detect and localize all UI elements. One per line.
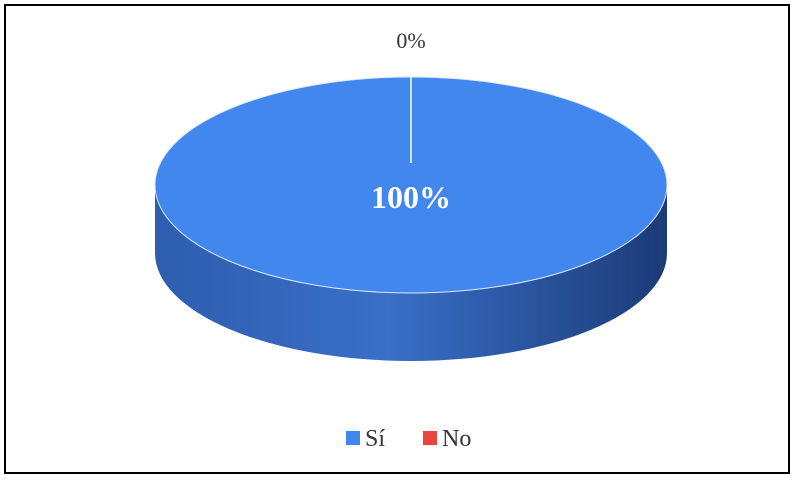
data-label-no: 0%: [396, 28, 425, 53]
legend: Sí No: [346, 426, 471, 452]
legend-swatch-si: [346, 431, 360, 445]
chart-frame: 100% 0% Sí No: [4, 4, 790, 474]
data-label-si: 100%: [371, 179, 451, 215]
pie-side-wall: [155, 185, 667, 361]
legend-label-no: No: [442, 426, 471, 452]
legend-label-si: Sí: [365, 426, 385, 452]
pie-chart: 100% 0% Sí No: [154, 28, 668, 452]
legend-swatch-no: [423, 431, 437, 445]
